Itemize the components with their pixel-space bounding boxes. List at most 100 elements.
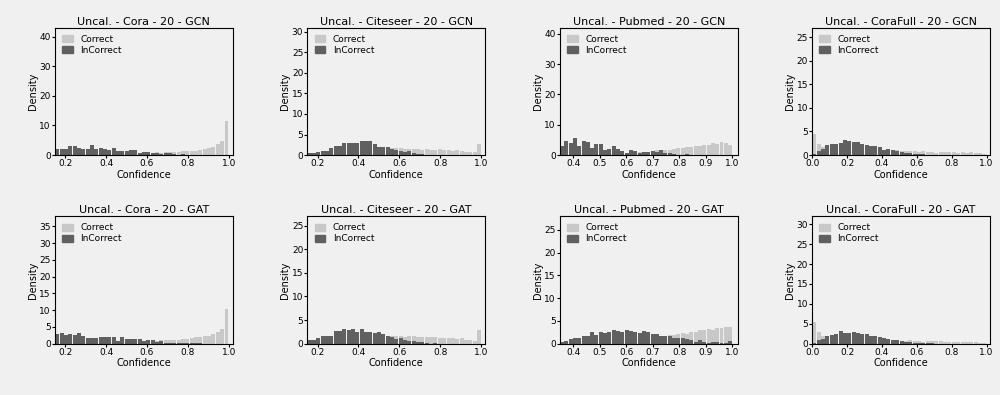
Bar bbox=[860, 144, 864, 155]
Bar bbox=[464, 152, 468, 155]
Bar bbox=[655, 150, 659, 155]
Bar bbox=[364, 149, 368, 155]
Bar bbox=[913, 342, 917, 344]
Bar bbox=[112, 148, 116, 155]
Bar bbox=[116, 151, 120, 155]
Bar bbox=[839, 338, 843, 344]
Bar bbox=[952, 342, 956, 344]
Bar bbox=[338, 152, 342, 155]
Bar bbox=[663, 336, 667, 344]
Bar bbox=[360, 337, 364, 344]
Bar bbox=[81, 336, 85, 344]
Bar bbox=[961, 152, 965, 155]
Bar bbox=[334, 147, 338, 155]
Y-axis label: Density: Density bbox=[28, 261, 38, 299]
Bar bbox=[334, 153, 338, 155]
Bar bbox=[659, 337, 663, 344]
Bar bbox=[655, 152, 659, 155]
Bar bbox=[689, 332, 693, 344]
Bar bbox=[904, 342, 908, 344]
Bar bbox=[926, 341, 930, 344]
Bar bbox=[582, 336, 586, 344]
Bar bbox=[138, 342, 142, 344]
Bar bbox=[381, 337, 385, 344]
Bar bbox=[342, 151, 346, 155]
Bar bbox=[211, 147, 215, 155]
Bar bbox=[355, 337, 359, 344]
Bar bbox=[142, 341, 146, 344]
X-axis label: Confidence: Confidence bbox=[369, 358, 424, 368]
Bar bbox=[834, 148, 838, 155]
Bar bbox=[220, 141, 224, 155]
Bar bbox=[168, 152, 172, 155]
Legend: Correct, InCorrect: Correct, InCorrect bbox=[817, 221, 882, 246]
Bar bbox=[381, 149, 385, 155]
Legend: Correct, InCorrect: Correct, InCorrect bbox=[60, 221, 124, 246]
X-axis label: Confidence: Confidence bbox=[369, 169, 424, 180]
Bar bbox=[364, 335, 368, 344]
Bar bbox=[68, 146, 72, 155]
Bar bbox=[882, 340, 886, 344]
Bar bbox=[865, 334, 869, 344]
Bar bbox=[878, 150, 882, 155]
Bar bbox=[956, 342, 960, 344]
Bar bbox=[112, 337, 116, 344]
Bar bbox=[586, 342, 590, 344]
Bar bbox=[839, 331, 843, 344]
Bar bbox=[607, 154, 611, 155]
Bar bbox=[151, 153, 155, 155]
Bar bbox=[377, 147, 381, 155]
Bar bbox=[612, 341, 616, 344]
Bar bbox=[873, 340, 877, 344]
Bar bbox=[702, 330, 706, 344]
Bar bbox=[138, 153, 142, 155]
Bar bbox=[599, 154, 603, 155]
Bar bbox=[329, 148, 333, 155]
Bar bbox=[830, 337, 834, 344]
Bar bbox=[908, 342, 912, 344]
Bar bbox=[569, 343, 573, 344]
Bar bbox=[720, 143, 723, 155]
Bar bbox=[865, 150, 869, 155]
Bar bbox=[904, 153, 908, 155]
Bar bbox=[164, 342, 168, 344]
Bar bbox=[582, 141, 586, 155]
Bar bbox=[707, 343, 711, 344]
Bar bbox=[455, 339, 459, 344]
Y-axis label: Density: Density bbox=[785, 261, 795, 299]
Bar bbox=[873, 336, 877, 344]
Bar bbox=[151, 153, 155, 155]
Bar bbox=[112, 154, 116, 155]
Bar bbox=[689, 147, 693, 155]
Title: Uncal. - Cora - 20 - GCN: Uncal. - Cora - 20 - GCN bbox=[77, 17, 210, 27]
Bar bbox=[599, 341, 603, 344]
Bar bbox=[724, 143, 728, 155]
Bar bbox=[694, 146, 698, 155]
Bar bbox=[94, 154, 98, 155]
Bar bbox=[599, 144, 603, 155]
Bar bbox=[939, 341, 943, 344]
Bar bbox=[412, 149, 416, 155]
Bar bbox=[164, 152, 168, 155]
Bar bbox=[590, 148, 594, 155]
Y-axis label: Density: Density bbox=[280, 73, 290, 110]
Bar bbox=[99, 154, 103, 155]
Bar bbox=[930, 341, 934, 344]
Bar bbox=[825, 336, 829, 344]
X-axis label: Confidence: Confidence bbox=[874, 169, 928, 180]
Bar bbox=[825, 337, 829, 344]
Bar bbox=[616, 154, 620, 155]
Bar bbox=[377, 332, 381, 344]
Bar bbox=[707, 329, 711, 344]
Bar bbox=[651, 151, 655, 155]
Bar bbox=[133, 154, 137, 155]
Bar bbox=[900, 341, 904, 344]
Bar bbox=[694, 342, 698, 344]
Bar bbox=[616, 149, 620, 155]
Bar bbox=[891, 151, 895, 155]
Bar bbox=[620, 340, 624, 344]
Bar bbox=[103, 343, 107, 344]
Bar bbox=[629, 152, 633, 155]
Bar bbox=[403, 152, 407, 155]
Bar bbox=[895, 340, 899, 344]
